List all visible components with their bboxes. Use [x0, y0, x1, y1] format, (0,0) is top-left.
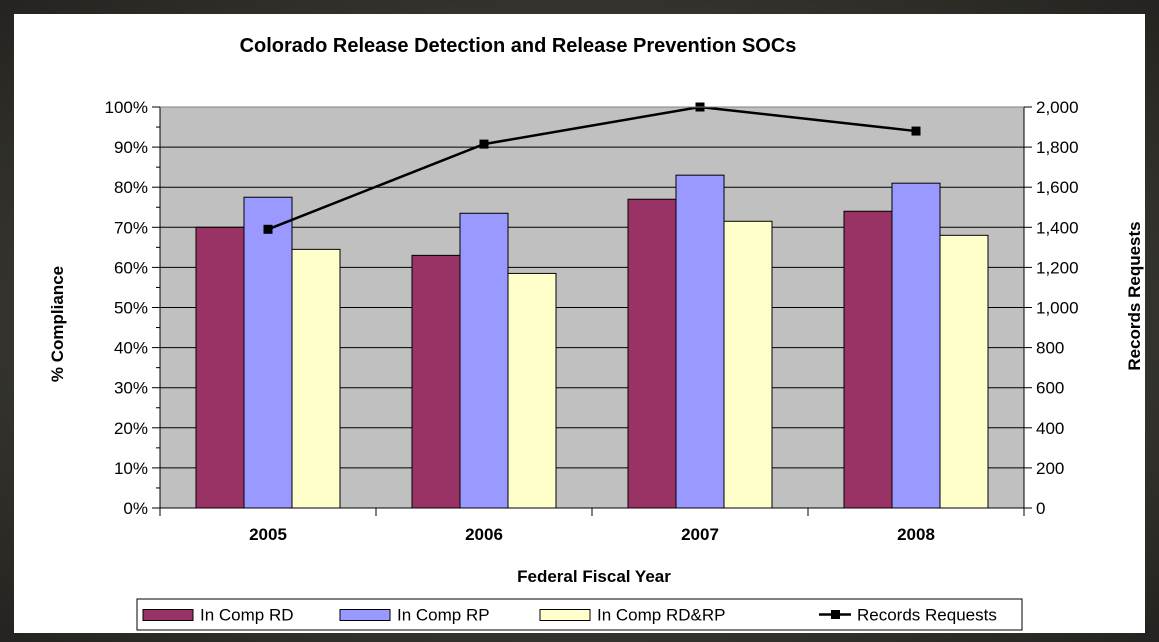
line-marker — [479, 139, 489, 149]
bar-in-comp-rd — [843, 210, 893, 509]
legend-label: In Comp RP — [397, 606, 490, 625]
y2-tick-label: 400 — [1036, 419, 1064, 438]
legend-marker — [831, 610, 840, 619]
x-tick-label: 2005 — [249, 525, 287, 544]
y-tick-label: 60% — [114, 258, 148, 277]
bar-in-comp-rp — [891, 182, 941, 509]
x-tick-label: 2007 — [681, 525, 719, 544]
y2-tick-label: 0 — [1036, 499, 1045, 518]
y-tick-label: 50% — [114, 299, 148, 318]
y2-tick-label: 1,200 — [1036, 258, 1079, 277]
y-tick-label: 0% — [123, 499, 148, 518]
legend-label: Records Requests — [857, 606, 997, 625]
y-tick-label: 40% — [114, 339, 148, 358]
legend-swatch — [339, 609, 391, 621]
legend-swatch — [142, 609, 194, 621]
line-records-requests — [267, 105, 917, 231]
y-tick-label: 80% — [114, 178, 148, 197]
y-tick-label: 10% — [114, 459, 148, 478]
y-tick-label: 20% — [114, 419, 148, 438]
y2-tick-label: 2,000 — [1036, 98, 1079, 117]
y2-axis-title: Records Requests — [1125, 221, 1144, 370]
y-tick-label: 70% — [114, 218, 148, 237]
y-axis-title: % Compliance — [48, 266, 67, 382]
y-tick-label: 90% — [114, 138, 148, 157]
line-marker — [263, 224, 273, 234]
axes: 0% 0 10% 200 20% 400 30% 600 40% 800 50% 1,000 60% 1,… — [105, 98, 1079, 544]
x-tick-label: 2006 — [465, 525, 503, 544]
bar-in-comp-rp — [675, 174, 725, 509]
bar-in-comp-rd-rp — [507, 272, 557, 509]
y2-tick-label: 1,800 — [1036, 138, 1079, 157]
bar-in-comp-rp — [243, 196, 293, 509]
bar-in-comp-rd-rp — [291, 248, 341, 509]
chart: Colorado Release Detection and Release P… — [48, 35, 1144, 631]
x-axis-title: Federal Fiscal Year — [517, 567, 671, 586]
bar-in-comp-rd-rp — [939, 234, 989, 509]
bar-in-comp-rd-rp — [723, 220, 773, 509]
y2-tick-label: 600 — [1036, 379, 1064, 398]
legend-label: In Comp RD&RP — [597, 606, 725, 625]
bars — [195, 174, 989, 509]
bar-in-comp-rd — [195, 226, 245, 509]
y2-tick-label: 200 — [1036, 459, 1064, 478]
x-tick-label: 2008 — [897, 525, 935, 544]
line-marker — [911, 126, 921, 136]
chart-title: Colorado Release Detection and Release P… — [240, 35, 797, 57]
y2-tick-label: 1,600 — [1036, 178, 1079, 197]
chart-panel: Colorado Release Detection and Release P… — [14, 14, 1145, 633]
y2-tick-label: 800 — [1036, 339, 1064, 358]
y-tick-label: 100% — [105, 98, 148, 117]
bar-in-comp-rd — [411, 254, 461, 509]
bar-in-comp-rd — [627, 198, 677, 509]
y2-tick-label: 1,000 — [1036, 299, 1079, 318]
y-tick-label: 30% — [114, 379, 148, 398]
legend-label: In Comp RD — [200, 606, 294, 625]
bar-in-comp-rp — [459, 212, 509, 509]
legend-swatch — [539, 609, 591, 621]
y2-tick-label: 1,400 — [1036, 218, 1079, 237]
legend: In Comp RD In Comp RP In Comp RD&RP Records… — [136, 598, 1023, 631]
